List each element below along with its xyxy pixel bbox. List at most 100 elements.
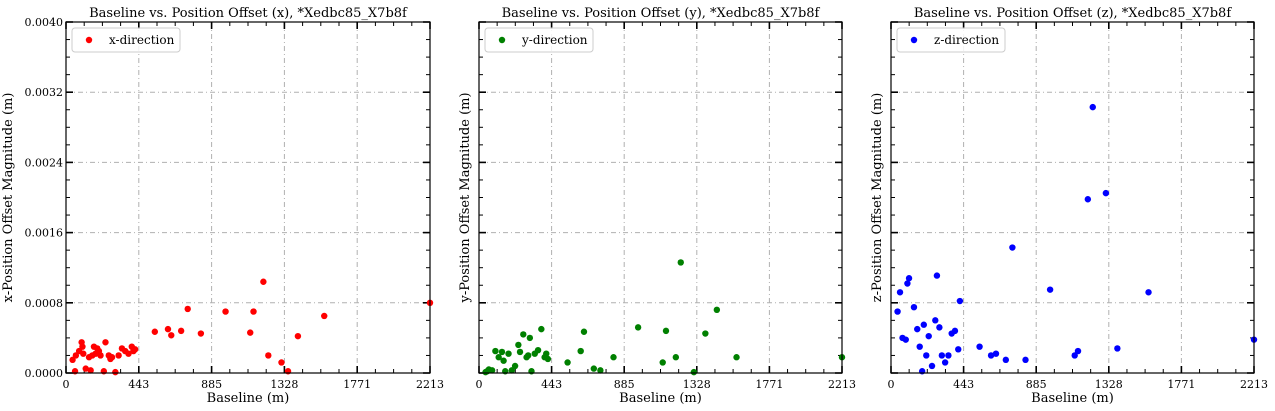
data-point <box>164 325 172 333</box>
x-tick-label: 2213 <box>416 378 444 391</box>
data-point <box>733 354 740 361</box>
data-point <box>1009 244 1016 251</box>
grid <box>66 22 430 373</box>
data-point <box>321 312 328 320</box>
x-tick-label: 0 <box>888 378 895 391</box>
x-tick-label: 1328 <box>1095 378 1123 391</box>
legend-marker <box>85 36 93 44</box>
legend-marker <box>910 36 918 44</box>
legend: z-direction <box>896 27 1006 53</box>
legend: x-direction <box>71 27 181 53</box>
axis-ticks <box>478 21 843 374</box>
data-point <box>1145 289 1152 296</box>
data-point <box>538 325 545 333</box>
data-point <box>492 347 499 355</box>
data-point <box>250 308 257 315</box>
legend-label: x-direction <box>109 33 175 47</box>
data-point <box>1002 356 1010 364</box>
chart-panel-1: 0 443 885 1328 1771 2213 0.0000 0.0008 0.0016 0.0… <box>1 6 444 406</box>
x-axis-label: Baseline (m) <box>619 391 702 406</box>
legend: y-direction <box>484 27 594 53</box>
axes-frame <box>65 21 431 374</box>
data-point <box>920 321 928 328</box>
data-point <box>1102 189 1110 197</box>
data-point <box>515 341 522 349</box>
x-tick-label: 0 <box>476 378 483 391</box>
data-point <box>955 346 962 353</box>
data-point <box>511 362 519 370</box>
data-point <box>543 350 550 357</box>
data-point <box>1046 286 1054 293</box>
x-axis-label: Baseline (m) <box>1031 391 1114 406</box>
axes-frame <box>890 21 1255 374</box>
data-point <box>197 330 205 337</box>
axes-frame <box>478 21 843 374</box>
data-point <box>177 327 185 335</box>
x-tick-label: 1771 <box>755 378 783 391</box>
data-point <box>928 362 936 370</box>
data-point <box>902 336 909 343</box>
data-point <box>1022 356 1029 364</box>
data-point <box>905 275 913 282</box>
data-point <box>82 365 89 372</box>
x-tick-label: 885 <box>201 378 222 391</box>
data-point <box>992 350 1000 357</box>
x-tick-label: 1328 <box>270 378 298 391</box>
x-axis-label: Baseline (m) <box>207 391 290 406</box>
chart-title: Baseline vs. Position Offset (y), *Xedbc… <box>502 6 821 21</box>
chart-title: Baseline vs. Position Offset (x), *Xedbc… <box>89 6 408 21</box>
data-point <box>247 329 254 336</box>
legend-marker <box>498 36 506 44</box>
data-point <box>79 343 86 350</box>
data-point <box>488 367 496 374</box>
data-points <box>894 103 1258 375</box>
data-point <box>495 354 502 361</box>
data-point <box>1084 196 1092 203</box>
data-point <box>1089 103 1096 111</box>
data-point <box>938 352 946 359</box>
data-point <box>534 346 542 354</box>
data-point <box>702 330 709 337</box>
legend-box <box>896 27 1006 53</box>
data-point <box>914 325 921 333</box>
data-point <box>112 368 119 376</box>
data-point <box>662 327 670 335</box>
data-point <box>498 348 506 356</box>
x-tick-label: 443 <box>953 378 974 391</box>
chart-title: Baseline vs. Position Offset (z), *Xedbc… <box>914 6 1232 21</box>
data-point <box>131 346 139 353</box>
data-point <box>659 359 666 366</box>
data-point <box>500 357 507 364</box>
data-points <box>69 278 434 376</box>
data-point <box>933 272 941 279</box>
data-point <box>923 352 930 359</box>
data-point <box>590 365 598 372</box>
y-tick-label: 0.0000 <box>25 367 64 380</box>
data-point <box>72 352 80 359</box>
grid <box>479 22 842 373</box>
y-tick-label: 0.0040 <box>25 16 64 29</box>
data-point <box>894 308 901 315</box>
data-point <box>941 359 949 366</box>
y-axis-label: z-Position Offset Magnitude (m) <box>870 93 885 303</box>
data-point <box>260 278 267 285</box>
data-point <box>69 356 76 364</box>
data-point <box>713 306 721 314</box>
data-point <box>690 368 698 376</box>
data-point <box>634 324 642 331</box>
data-point <box>677 259 684 266</box>
data-point <box>505 350 512 357</box>
data-point <box>87 367 94 374</box>
data-point <box>508 367 516 374</box>
data-point <box>125 350 132 357</box>
data-point <box>115 352 122 359</box>
data-point <box>904 280 911 287</box>
legend-label: z-direction <box>934 33 999 47</box>
data-point <box>265 352 272 359</box>
y-tick-label: 0.0032 <box>25 86 64 99</box>
data-point <box>1114 345 1121 352</box>
data-point <box>516 348 524 356</box>
data-point <box>294 332 302 340</box>
data-point <box>278 359 285 366</box>
y-axis-label: x-Position Offset Magnitude (m) <box>1 93 16 303</box>
